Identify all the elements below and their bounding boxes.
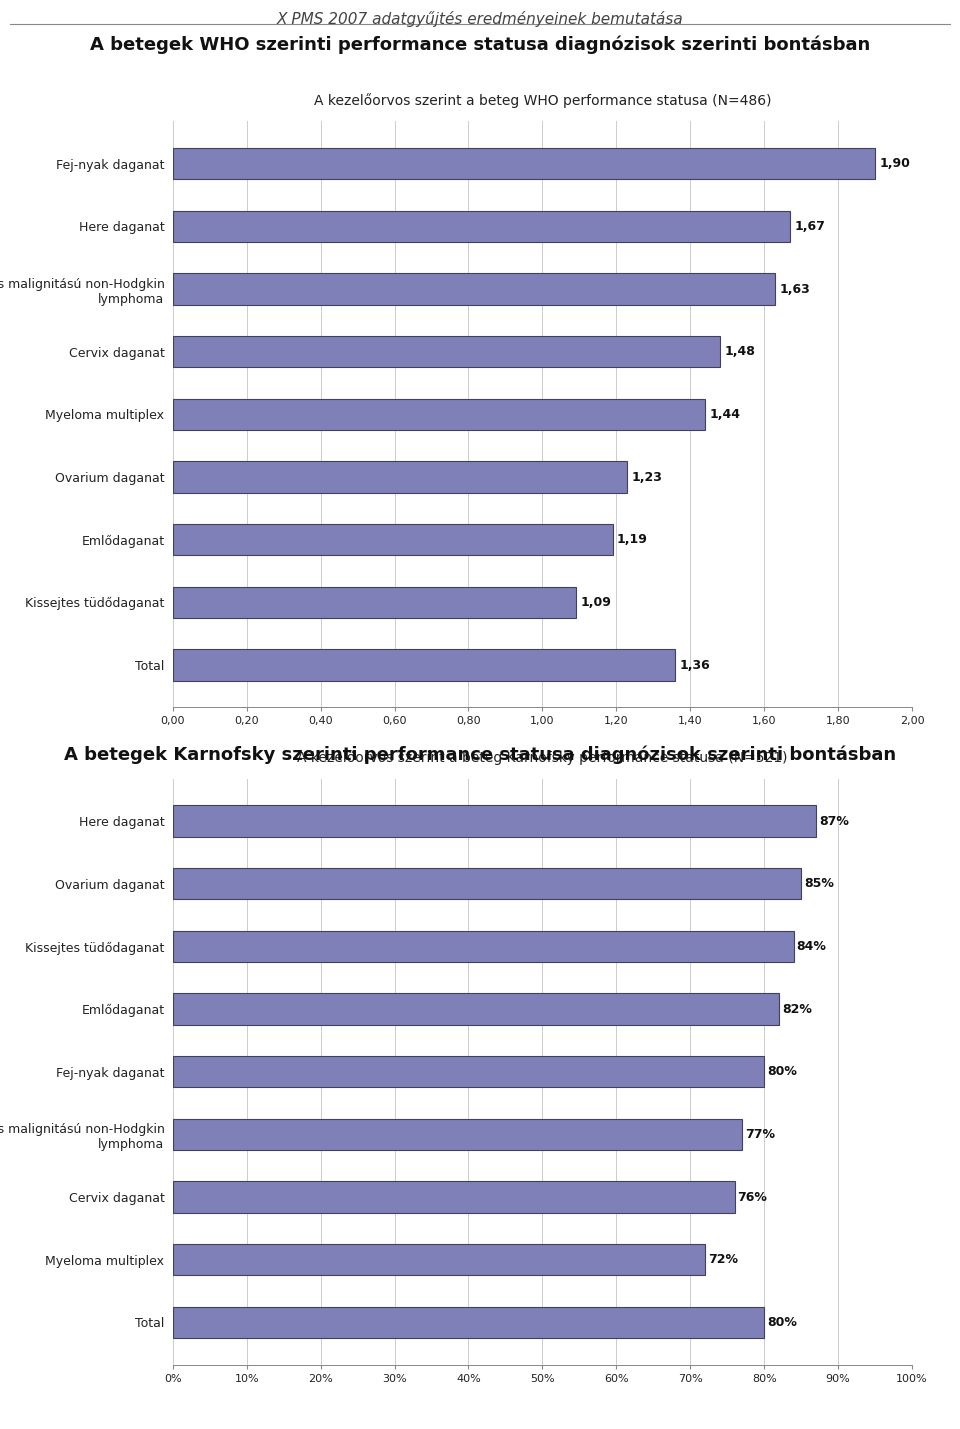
Bar: [173, 336, 720, 367]
Bar: [173, 1119, 742, 1150]
Text: X PMS 2007 adatgyűjtés eredményeinek bemutatása: X PMS 2007 adatgyűjtés eredményeinek bem…: [276, 11, 684, 27]
Bar: [173, 524, 612, 556]
Text: 1,23: 1,23: [632, 470, 662, 483]
Text: 1,36: 1,36: [680, 659, 710, 672]
Bar: [173, 587, 576, 619]
Text: 80%: 80%: [767, 1065, 797, 1079]
Bar: [173, 993, 779, 1025]
Bar: [173, 930, 794, 962]
Text: 1,19: 1,19: [617, 533, 648, 546]
Text: 1,44: 1,44: [709, 407, 740, 422]
Bar: [173, 273, 776, 304]
Text: 80%: 80%: [767, 1316, 797, 1329]
Text: A betegek Karnofsky szerinti performance statusa diagnózisok szerinti bontásban: A betegek Karnofsky szerinti performance…: [64, 746, 896, 765]
Bar: [173, 149, 876, 180]
Bar: [173, 1182, 734, 1213]
Title: A kezelőorvos szerint a beteg Karnofsky performance statusa (N=521): A kezelőorvos szerint a beteg Karnofsky …: [298, 750, 787, 765]
Text: 76%: 76%: [737, 1190, 767, 1203]
Bar: [173, 399, 705, 430]
Text: 72%: 72%: [708, 1253, 738, 1266]
Text: 1,67: 1,67: [795, 220, 826, 233]
Bar: [173, 1056, 764, 1087]
Text: 1,63: 1,63: [780, 283, 810, 296]
Text: 77%: 77%: [745, 1127, 775, 1140]
Text: 84%: 84%: [797, 940, 827, 953]
Text: 1,90: 1,90: [879, 157, 910, 170]
Text: 85%: 85%: [804, 877, 834, 890]
Bar: [173, 210, 790, 242]
Text: A betegek WHO szerinti performance statusa diagnózisok szerinti bontásban: A betegek WHO szerinti performance statu…: [90, 36, 870, 54]
Bar: [173, 1306, 764, 1338]
Bar: [173, 806, 816, 837]
Text: 1,09: 1,09: [580, 596, 611, 609]
Title: A kezelőorvos szerint a beteg WHO performance statusa (N=486): A kezelőorvos szerint a beteg WHO perfor…: [314, 93, 771, 107]
Text: 82%: 82%: [781, 1003, 812, 1016]
Bar: [173, 867, 801, 899]
Bar: [173, 1245, 705, 1276]
Text: 1,48: 1,48: [724, 346, 756, 359]
Bar: [173, 462, 628, 493]
Text: 87%: 87%: [819, 815, 849, 827]
Bar: [173, 649, 676, 680]
